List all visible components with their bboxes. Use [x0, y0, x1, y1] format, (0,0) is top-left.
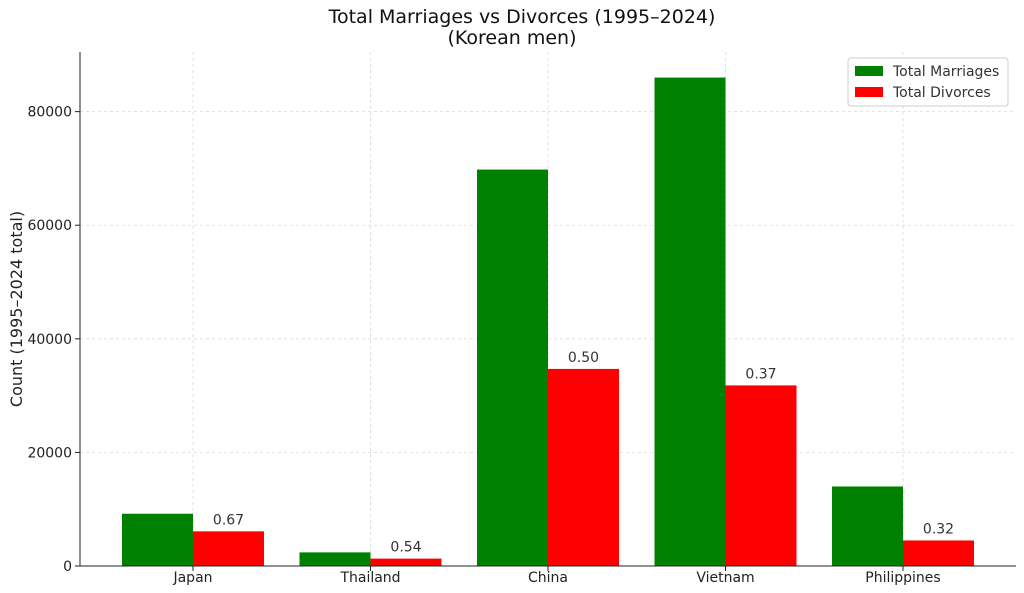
x-tick-label-philippines: Philippines [865, 570, 940, 586]
legend-swatch-divorces [855, 87, 883, 97]
bar-divorces-philippines [903, 540, 974, 566]
legend-swatch-marriages [855, 66, 883, 76]
ratio-label-china: 0.50 [568, 350, 599, 366]
bar-divorces-thailand [370, 558, 442, 566]
axes: 0 20000 40000 60000 80000 Japan Thailand China V… [27, 52, 1016, 586]
ratio-label-vietnam: 0.37 [745, 366, 776, 382]
y-tick-label: 80000 [27, 105, 72, 121]
bar-marriages-vietnam [654, 77, 726, 566]
bar-marriages-thailand [299, 552, 371, 566]
x-tick-label-china: China [528, 570, 568, 586]
legend-box [847, 57, 1009, 107]
x-tick-label-vietnam: Vietnam [696, 570, 754, 586]
x-tick-label-japan: Japan [172, 570, 212, 586]
bars [122, 77, 974, 567]
y-tick-label: 40000 [27, 332, 72, 348]
bar-marriages-china [477, 169, 548, 567]
bar-marriages-philippines [832, 486, 903, 566]
bar-marriages-japan [122, 513, 193, 566]
legend-label-marriages: Total Marriages [892, 64, 999, 80]
y-axis-label: Count (1995–2024 total) [7, 211, 26, 407]
ratio-label-japan: 0.67 [213, 512, 244, 528]
chart-title: Total Marriages vs Divorces (1995–2024) [328, 6, 716, 28]
chart-subtitle: (Korean men) [447, 27, 576, 49]
y-tick-label: 20000 [27, 445, 72, 461]
y-tick-label: 0 [63, 559, 72, 575]
ratio-label-thailand: 0.54 [390, 540, 421, 556]
legend-label-divorces: Total Divorces [892, 85, 991, 101]
bar-divorces-japan [193, 531, 264, 566]
bar-divorces-china [548, 368, 619, 566]
x-tick-label-thailand: Thailand [339, 570, 400, 586]
y-tick-label: 60000 [27, 218, 72, 234]
ratio-label-philippines: 0.32 [923, 521, 954, 537]
labels: 0.67 0.54 0.50 0.37 0.32 [213, 350, 954, 556]
bar-divorces-vietnam [725, 385, 797, 566]
legend: Total Marriages Total Divorces [847, 57, 1009, 107]
